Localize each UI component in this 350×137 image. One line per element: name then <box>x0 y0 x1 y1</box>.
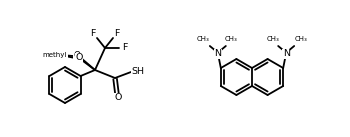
Text: methyl: methyl <box>43 52 67 58</box>
Text: CH₃: CH₃ <box>295 36 308 42</box>
Text: CH₃: CH₃ <box>224 36 237 42</box>
Text: F: F <box>114 28 120 38</box>
Text: CH₃: CH₃ <box>267 36 280 42</box>
Text: F: F <box>90 28 96 38</box>
Text: N: N <box>283 49 290 58</box>
Text: O: O <box>74 52 80 61</box>
Text: SH: SH <box>132 66 145 75</box>
Text: F: F <box>122 44 128 52</box>
Text: CH₃: CH₃ <box>196 36 209 42</box>
Text: N: N <box>214 49 221 58</box>
Text: O: O <box>75 54 83 62</box>
Text: O: O <box>114 93 122 102</box>
